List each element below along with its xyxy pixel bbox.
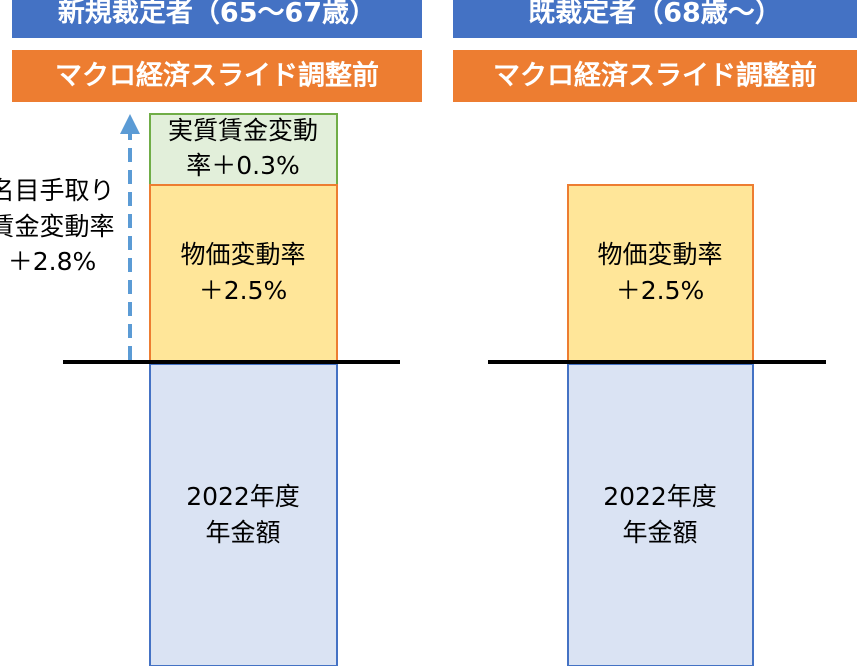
header-box <box>453 0 857 38</box>
subheader-box <box>12 50 422 102</box>
side-label: 賃金変動率 <box>0 212 115 241</box>
box-text: 率＋0.3% <box>186 151 300 180</box>
middle-box <box>149 184 338 362</box>
subheader-box <box>453 50 857 102</box>
header-box <box>12 0 422 38</box>
header: 新規裁定者（65〜67歳） <box>58 0 376 29</box>
box-text: 2022年度 <box>186 482 300 511</box>
box-text: ＋2.5% <box>199 276 288 305</box>
box-text: 物価変動率 <box>597 240 722 269</box>
box-text: 年金額 <box>622 518 697 547</box>
middle-box <box>567 184 754 362</box>
box-text: 2022年度 <box>603 482 717 511</box>
box-text: ＋2.5% <box>616 276 705 305</box>
bottom-box <box>149 363 338 666</box>
box-text: 物価変動率 <box>180 240 305 269</box>
box-text: 年金額 <box>205 518 280 547</box>
side-label: ＋2.8% <box>8 247 97 276</box>
box-text: 実質賃金変動 <box>168 116 318 145</box>
subheader: マクロ経済スライド調整前 <box>55 60 379 92</box>
side-label: 名目手取り <box>0 176 115 205</box>
arrow-head <box>120 114 140 134</box>
subheader: マクロ経済スライド調整前 <box>493 60 817 92</box>
header: 既裁定者（68歳〜） <box>528 0 782 29</box>
bottom-box <box>567 363 754 666</box>
